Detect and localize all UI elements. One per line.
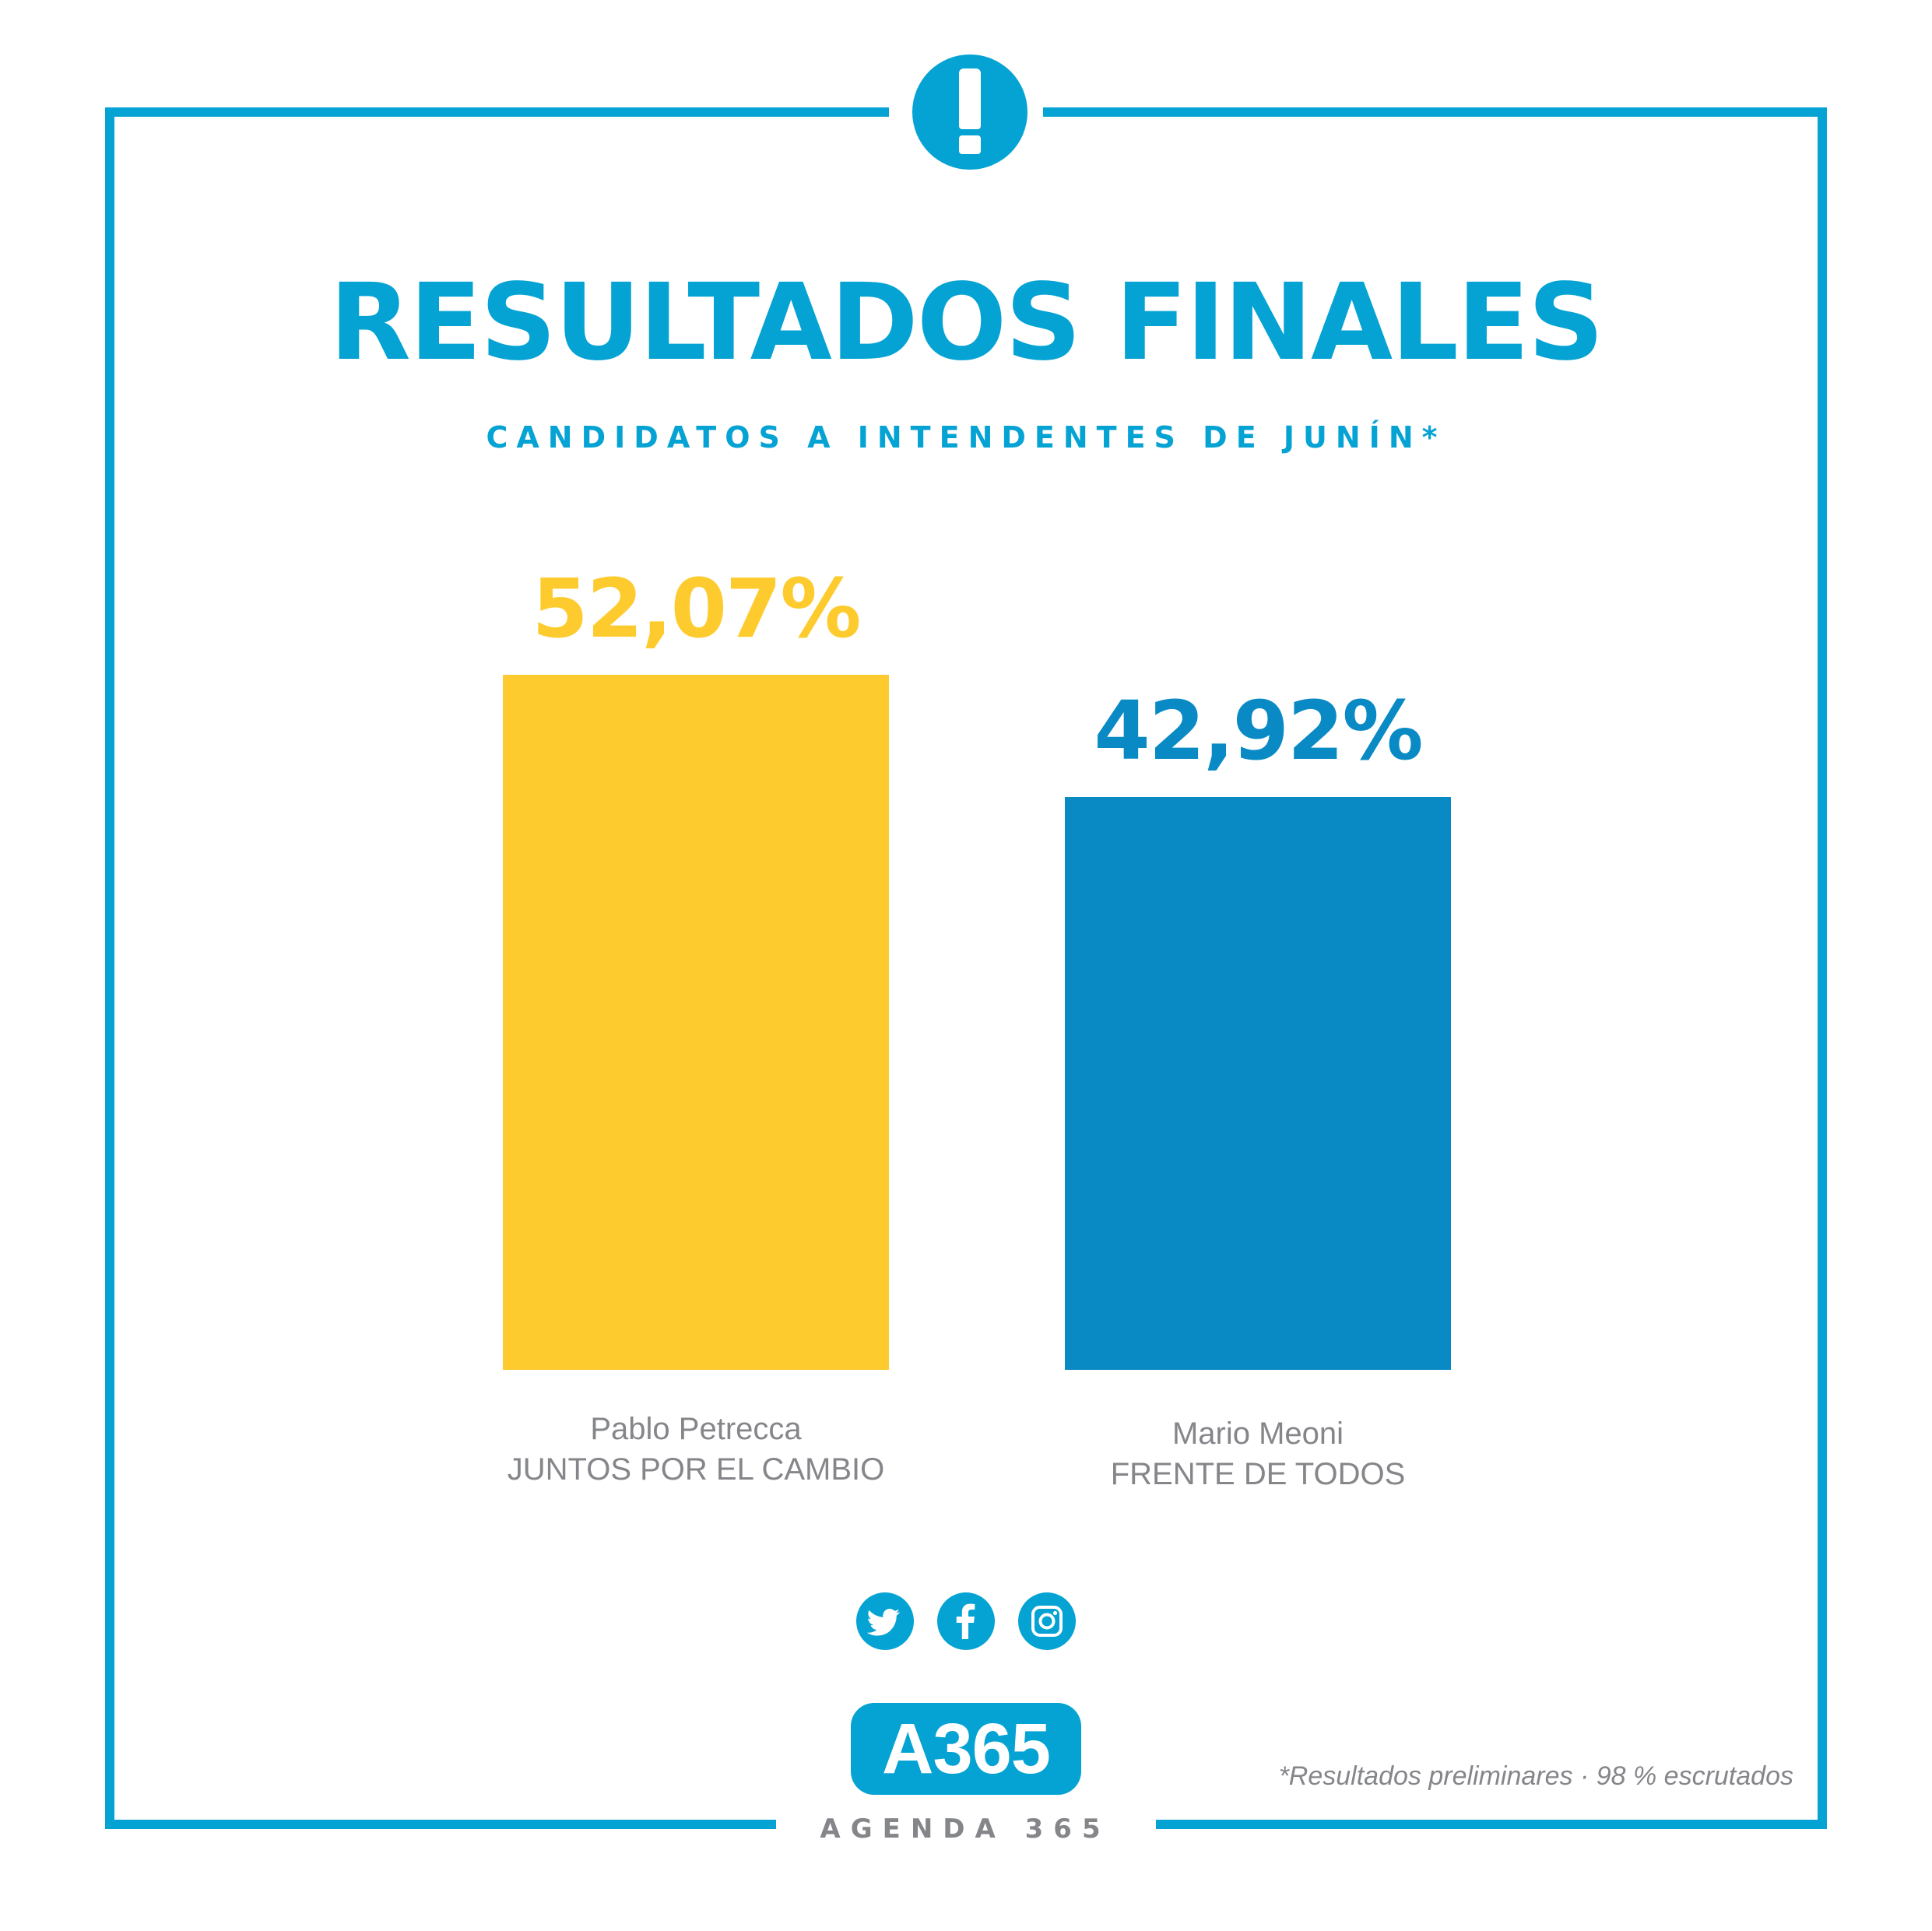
brand-name: AGENDA 365 [820,1813,1111,1845]
category-label-meoni: Mario Meoni FRENTE DE TODOS [1018,1413,1498,1494]
page-title: RESULTADOS FINALES [329,262,1604,384]
frame-top-left [105,107,889,117]
frame-top-right [1043,107,1827,117]
bar-petrecca [503,675,889,1370]
candidate-party: JUNTOS POR EL CAMBIO [507,1452,885,1487]
frame-bottom-right [1156,1820,1827,1829]
frame-left [105,107,114,1829]
data-label-meoni: 42,92% [1094,683,1423,778]
candidate-name: Pablo Petrecca [590,1412,802,1446]
exclamation-icon [912,54,1027,170]
candidate-name: Mario Meoni [1171,1417,1344,1451]
frame-right [1818,107,1827,1829]
brand-logo: A365 [851,1703,1081,1795]
category-label-petrecca: Pablo Petrecca JUNTOS POR EL CAMBIO [456,1409,936,1490]
bar-meoni [1065,797,1451,1370]
facebook-icon[interactable] [937,1592,995,1650]
frame-bottom-left [105,1820,776,1829]
instagram-icon[interactable] [1018,1592,1076,1650]
data-label-petrecca: 52,07% [532,561,861,656]
footnote: *Resultados preliminares · 98 % escrutad… [1278,1761,1793,1791]
twitter-icon[interactable] [856,1592,914,1650]
candidate-party: FRENTE DE TODOS [1110,1457,1406,1491]
page-subtitle: CANDIDATOS A INTENDENTES DE JUNÍN* [486,420,1446,455]
